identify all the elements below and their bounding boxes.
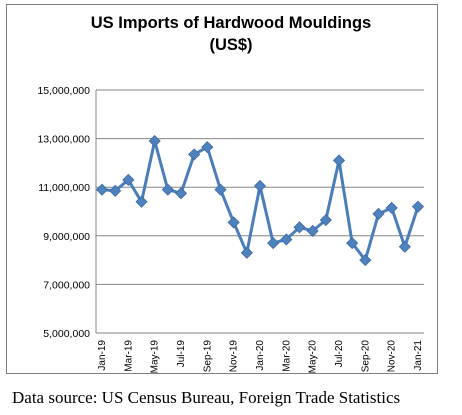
y-tick-label: 13,000,000 — [37, 134, 90, 146]
data-point — [359, 254, 372, 267]
x-tick-label: May-20 — [308, 340, 319, 374]
chart-title-line1: US Imports of Hardwood Mouldings — [90, 14, 372, 32]
x-tick-label: Jan-21 — [413, 340, 424, 371]
data-point — [319, 213, 332, 227]
data-point — [174, 187, 188, 200]
data-point — [293, 221, 306, 234]
x-axis-tick-labels: Jan-19 Mar-19 May-19 Jul-19 Sep-19 Nov-19 Jan-… — [97, 340, 424, 374]
data-point — [372, 207, 385, 220]
data-point — [188, 148, 201, 161]
chart-title: US Imports of Hardwood Mouldings (US$) — [0, 12, 462, 56]
data-point — [411, 200, 425, 213]
x-tick-label: May-19 — [150, 340, 161, 374]
data-series — [95, 134, 425, 267]
gridlines — [95, 89, 424, 334]
x-tick-label: Jan-19 — [97, 340, 108, 371]
y-tick-label: 9,000,000 — [43, 231, 90, 243]
x-tick-label: Sep-20 — [360, 340, 371, 373]
y-tick-label: 11,000,000 — [38, 182, 90, 194]
x-tick-label: Sep-19 — [202, 340, 213, 373]
chart-title-line2: (US$) — [209, 36, 253, 54]
data-point — [253, 179, 267, 193]
data-point — [148, 134, 161, 148]
x-tick-label: Mar-20 — [281, 340, 292, 372]
x-tick-label: Nov-19 — [229, 340, 240, 373]
data-point — [385, 201, 398, 214]
data-point — [332, 154, 346, 167]
y-axis-tick-labels: 5,000,000 7,000,000 9,000,000 11,000,000 13,… — [37, 85, 90, 340]
x-tick-label: Nov-20 — [387, 340, 398, 373]
data-point — [122, 173, 135, 186]
x-tick-label: Jul-19 — [176, 340, 187, 368]
data-point — [214, 183, 227, 196]
data-point — [398, 240, 411, 253]
data-point — [201, 141, 214, 154]
data-point — [135, 195, 148, 208]
y-tick-label: 7,000,000 — [43, 279, 90, 291]
x-tick-label: Jul-20 — [334, 340, 345, 368]
data-point — [306, 224, 319, 238]
series-line — [101, 139, 420, 262]
data-point — [240, 246, 253, 259]
x-tick-label: Mar-19 — [123, 340, 134, 372]
data-point — [95, 183, 109, 196]
data-point — [346, 237, 359, 250]
data-point — [161, 183, 174, 196]
data-point — [267, 237, 280, 250]
x-tick-label: Jan-20 — [255, 340, 266, 371]
data-point — [109, 184, 122, 197]
data-source-note: Data source: US Census Bureau, Foreign T… — [12, 388, 401, 407]
data-point — [227, 216, 240, 229]
y-tick-label: 15,000,000 — [37, 85, 90, 97]
y-tick-label: 5,000,000 — [43, 328, 90, 340]
data-point — [280, 233, 293, 246]
